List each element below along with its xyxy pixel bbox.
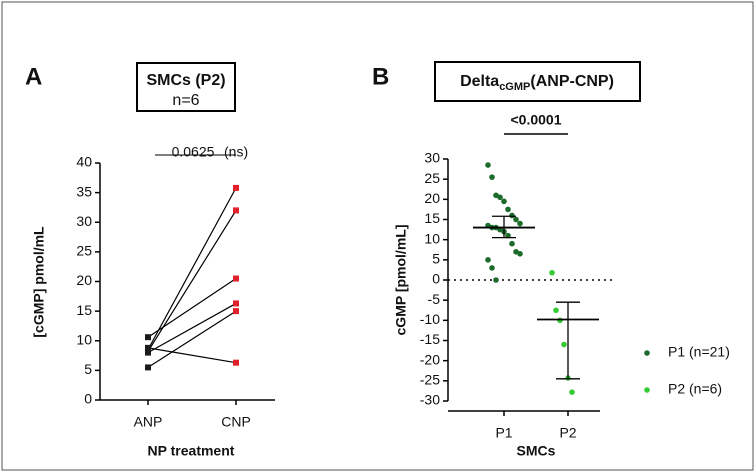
point	[561, 341, 567, 348]
point	[517, 220, 523, 227]
x-tick-label: CNP	[221, 414, 251, 430]
y-tick-label: -30	[420, 392, 440, 408]
point	[517, 250, 523, 257]
legend-marker	[644, 387, 650, 393]
pair-line	[147, 187, 237, 350]
chart-title: DeltacGMP(ANP-CNP)	[460, 73, 614, 93]
y-tick-label: 40	[76, 154, 92, 170]
x-tick-label: P1	[495, 425, 512, 441]
y-tick-label: 10	[76, 331, 92, 347]
point	[509, 240, 515, 247]
y-tick-label: 20	[424, 190, 440, 206]
y-tick-label: 15	[76, 302, 92, 318]
y-tick-label: 15	[424, 210, 440, 226]
point	[549, 269, 555, 276]
x-tick-label: ANP	[134, 414, 163, 430]
point	[233, 359, 239, 366]
y-tick-label: 0	[84, 391, 92, 407]
point	[509, 212, 515, 219]
point	[145, 334, 151, 341]
chart-title: SMCs (P2)	[146, 72, 225, 89]
point	[493, 277, 499, 283]
annotation: <0.0001	[511, 112, 562, 128]
y-tick-label: 30	[424, 150, 440, 166]
point	[513, 216, 519, 223]
annotation-note: (ns)	[224, 144, 248, 160]
point	[505, 206, 511, 213]
pair-line	[147, 302, 237, 354]
point	[489, 265, 495, 271]
y-tick-label: 35	[76, 183, 92, 199]
point	[497, 194, 503, 201]
pair-line	[147, 347, 237, 364]
y-tick-label: 25	[76, 243, 92, 259]
point	[233, 184, 239, 191]
x-tick-label: P2	[559, 425, 576, 441]
y-tick-label: 0	[432, 271, 440, 287]
y-tick-label: 5	[432, 251, 440, 267]
title-box	[434, 61, 641, 102]
point	[569, 389, 575, 395]
title-main: Delta	[460, 73, 499, 90]
annotation: 0.0625	[172, 144, 215, 160]
y-tick-label: 10	[424, 230, 440, 246]
y-tick-label: -15	[420, 331, 440, 347]
panel-letter: A	[25, 63, 42, 90]
title-box	[136, 62, 236, 112]
x-axis-label: SMCs	[517, 443, 556, 459]
y-tick-label: -10	[420, 311, 440, 327]
pair-line	[147, 278, 237, 338]
title-subscript: cGMP	[499, 81, 530, 93]
y-axis-label: [cGMP] pmol/mL	[31, 226, 47, 338]
point	[233, 207, 239, 214]
y-tick-label: 30	[76, 213, 92, 229]
point	[145, 364, 151, 371]
point	[489, 174, 495, 180]
pair-line	[147, 310, 237, 368]
point	[553, 307, 559, 314]
legend-marker	[644, 350, 650, 356]
y-axis-label: cGMP [pmol/mL]	[393, 225, 409, 336]
legend-label: P1 (n=21)	[668, 344, 730, 360]
legend-label: P2 (n=6)	[668, 381, 722, 397]
point	[501, 198, 507, 205]
point	[485, 257, 491, 263]
title-suffix: (ANP-CNP)	[530, 73, 614, 90]
charts: 0 5 10 15 20 25 30 35 40 ANP CNP 0.0625 (ns) NP treat…	[31, 112, 730, 459]
point	[233, 300, 239, 307]
y-tick-label: -5	[428, 291, 441, 307]
x-axis-label: NP treatment	[148, 443, 235, 459]
point	[145, 344, 151, 351]
point	[145, 349, 151, 356]
point	[485, 162, 491, 168]
chart-subtitle: n=6	[172, 92, 199, 109]
y-tick-label: 25	[424, 170, 440, 186]
y-tick-label: -20	[420, 351, 440, 367]
point	[233, 275, 239, 282]
y-tick-label: 20	[76, 272, 92, 288]
y-tick-label: -25	[420, 372, 440, 388]
y-tick-label: 5	[84, 361, 92, 377]
panel-letter: B	[372, 63, 389, 90]
point	[233, 308, 239, 315]
